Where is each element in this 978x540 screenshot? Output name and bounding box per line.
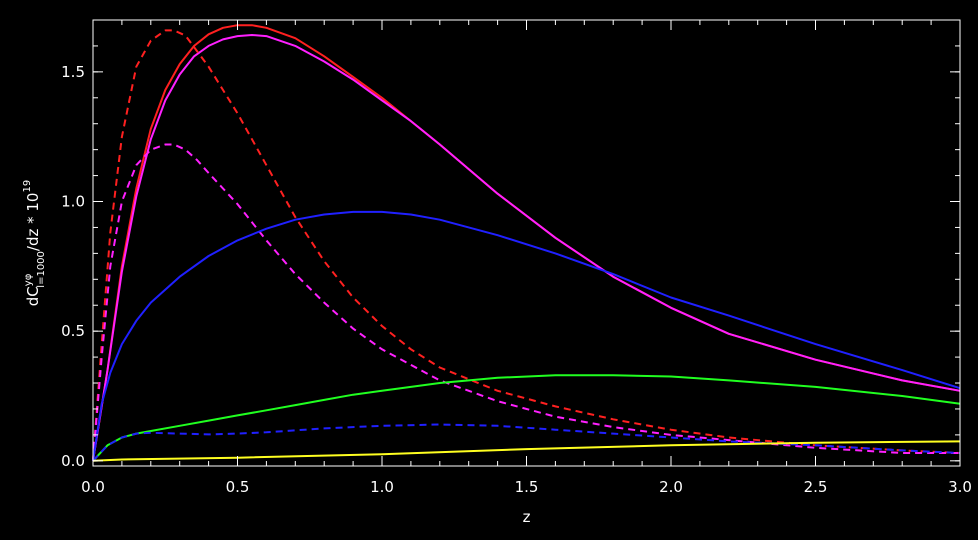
x-tick-label: 2.5 [804,478,828,496]
x-ticks: 0.0 0.5 1.0 1.5 2.0 2.5 3.0 [81,20,972,496]
y-axis-title-subscript: l=1000 [36,251,47,288]
y-axis-title-suffix: /dz * 10 [24,193,42,252]
series-line-7 [92,423,961,462]
y-ticks: 0.0 0.5 1.0 1.5 [61,19,960,470]
y-tick-label: 0.5 [61,322,85,340]
series-line-8 [92,440,961,462]
x-tick-label: 0.0 [81,478,105,496]
y-tick-label: 0.0 [61,452,85,470]
series-line-6 [92,374,961,462]
x-tick-label: 1.5 [515,478,539,496]
y-tick-label: 1.0 [61,193,85,211]
series-line-3 [92,29,961,461]
y-axis-title-prefix: dC [24,286,42,306]
y-axis-title: dCyφ l=1000/dz * 1019 [22,180,47,306]
x-axis-title: z [523,508,531,526]
series-line-5 [92,210,961,461]
x-tick-label: 2.0 [659,478,683,496]
y-tick-label: 1.5 [61,63,85,81]
x-tick-label: 3.0 [948,478,972,496]
series-line-2 [92,34,961,461]
series-layer [92,24,961,462]
y-axis-title-superscript: yφ [23,273,34,286]
x-tick-label: 0.5 [226,478,250,496]
series-line-4 [92,143,960,461]
x-tick-label: 1.0 [370,478,394,496]
y-axis-title-exponent: 19 [22,180,33,193]
